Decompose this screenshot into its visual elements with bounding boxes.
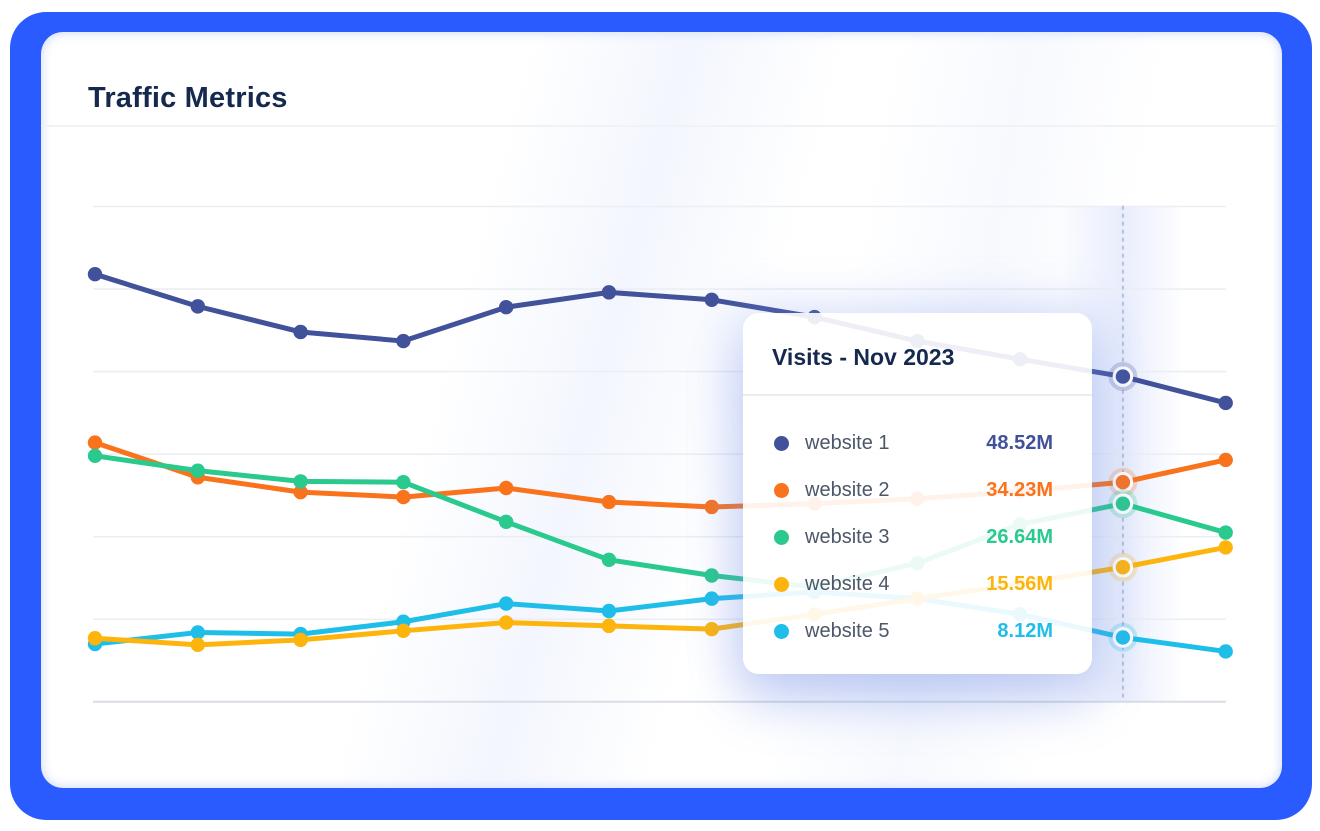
tooltip-series-label: website 2 <box>805 479 890 501</box>
tooltip-series-value: 34.23M <box>986 479 1053 501</box>
data-point-website-2[interactable] <box>1218 452 1233 468</box>
data-point-website-1[interactable] <box>87 266 103 282</box>
data-point-website-4[interactable] <box>498 615 514 630</box>
tooltip-series-value: 26.64M <box>986 526 1053 548</box>
chart-tooltip: Visits - Nov 2023 website 1 48.52M website… <box>743 313 1092 674</box>
tooltip-series-value: 8.12M <box>997 620 1053 642</box>
data-point-website-2[interactable] <box>704 499 719 515</box>
data-point-website-3[interactable] <box>293 474 308 489</box>
series-color-dot-icon <box>774 483 789 498</box>
tooltip-row: website 5 8.12M <box>774 608 1053 655</box>
tooltip-series-label: website 3 <box>805 526 890 548</box>
tooltip-row: website 1 48.52M <box>774 420 1053 467</box>
tooltip-row: website 4 15.56M <box>774 561 1053 608</box>
tooltip-divider <box>743 394 1092 396</box>
data-point-website-3[interactable] <box>396 475 411 490</box>
tooltip-series-value: 15.56M <box>986 573 1053 595</box>
data-point-website-3[interactable] <box>704 568 719 583</box>
data-point-website-3[interactable] <box>87 448 103 464</box>
highlighted-point-website-1[interactable] <box>1115 369 1131 384</box>
data-point-website-1[interactable] <box>498 300 514 315</box>
tooltip-row: website 2 34.23M <box>774 467 1053 514</box>
data-point-website-5[interactable] <box>190 625 205 640</box>
data-point-website-2[interactable] <box>396 489 411 505</box>
data-point-website-4[interactable] <box>396 623 411 639</box>
data-point-website-4[interactable] <box>704 621 719 637</box>
tooltip-series-value: 48.52M <box>986 432 1053 454</box>
data-point-website-1[interactable] <box>396 333 411 349</box>
data-point-website-4[interactable] <box>87 631 103 646</box>
highlighted-point-website-5[interactable] <box>1115 630 1131 645</box>
tooltip-series-label: website 1 <box>805 432 890 454</box>
highlighted-point-website-4[interactable] <box>1115 560 1131 575</box>
data-point-website-5[interactable] <box>601 603 617 619</box>
data-point-website-1[interactable] <box>601 285 617 300</box>
data-point-website-5[interactable] <box>498 596 514 611</box>
data-point-website-2[interactable] <box>498 480 514 496</box>
data-point-website-5[interactable] <box>1218 644 1233 659</box>
data-point-website-4[interactable] <box>190 637 205 653</box>
page-title: Traffic Metrics <box>88 82 288 115</box>
data-point-website-3[interactable] <box>1218 525 1233 540</box>
data-point-website-2[interactable] <box>293 484 308 500</box>
data-point-website-1[interactable] <box>293 324 308 340</box>
data-point-website-4[interactable] <box>1218 540 1233 555</box>
highlighted-point-website-2[interactable] <box>1115 475 1131 490</box>
data-point-website-4[interactable] <box>293 632 308 648</box>
tooltip-series-label: website 5 <box>805 620 890 642</box>
data-point-website-4[interactable] <box>601 618 617 634</box>
tooltip-row: website 3 26.64M <box>774 514 1053 561</box>
data-point-website-3[interactable] <box>601 552 617 568</box>
data-point-website-1[interactable] <box>1218 395 1233 411</box>
data-point-website-1[interactable] <box>190 299 205 314</box>
data-point-website-1[interactable] <box>704 292 719 307</box>
header-divider <box>41 125 1282 127</box>
data-point-website-5[interactable] <box>704 591 719 606</box>
highlighted-point-website-3[interactable] <box>1115 496 1131 511</box>
series-color-dot-icon <box>774 577 789 592</box>
data-point-website-3[interactable] <box>190 463 205 478</box>
tooltip-series-label: website 4 <box>805 573 890 595</box>
tooltip-title: Visits - Nov 2023 <box>772 344 955 370</box>
series-color-dot-icon <box>774 530 789 545</box>
series-color-dot-icon <box>774 624 789 639</box>
series-color-dot-icon <box>774 436 789 451</box>
tooltip-rows: website 1 48.52M website 2 34.23M website 3 2… <box>743 396 1092 655</box>
data-point-website-2[interactable] <box>601 494 617 510</box>
data-point-website-2[interactable] <box>87 435 103 450</box>
data-point-website-3[interactable] <box>498 514 514 530</box>
